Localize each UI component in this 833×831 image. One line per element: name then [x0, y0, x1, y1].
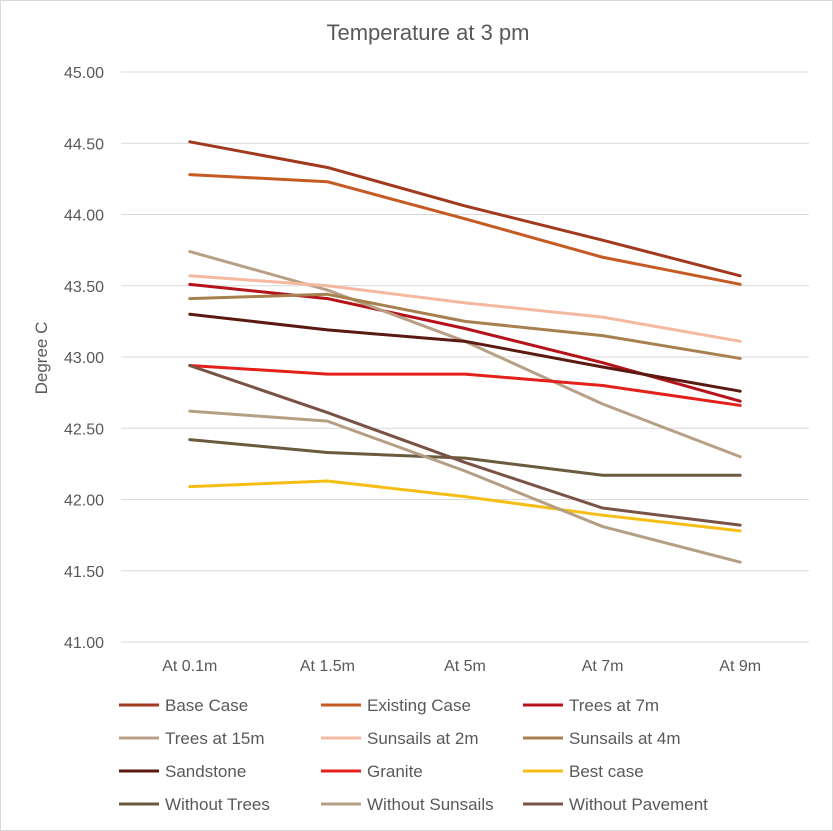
y-tick-label: 43.50: [64, 279, 104, 296]
y-tick-label: 44.50: [64, 136, 104, 153]
legend-label: Granite: [367, 762, 423, 781]
x-tick-label: At 1.5m: [300, 658, 355, 675]
series-line-without-trees: [188, 438, 742, 477]
series-line-granite: [188, 364, 742, 407]
y-tick-label: 45.00: [64, 65, 104, 82]
legend-item: Sandstone: [119, 762, 246, 781]
legend-item: Granite: [321, 762, 423, 781]
legend-label: Sunsails at 2m: [367, 729, 479, 748]
legend-item: Trees at 7m: [523, 696, 659, 715]
y-tick-label: 44.00: [64, 208, 104, 225]
x-tick-label: At 9m: [719, 658, 761, 675]
y-tick-label: 42.50: [64, 421, 104, 438]
series-line-sunsails-at-2m: [188, 274, 742, 343]
y-tick-label: 41.00: [64, 635, 104, 652]
legend-label: Without Sunsails: [367, 795, 494, 814]
series-lines: [188, 140, 742, 564]
legend-item: Base Case: [119, 696, 248, 715]
chart-title: Temperature at 3 pm: [327, 20, 530, 45]
y-tick-label: 43.00: [64, 350, 104, 367]
gridlines: [121, 71, 809, 643]
legend-label: Existing Case: [367, 696, 471, 715]
legend-label: Sandstone: [165, 762, 246, 781]
series-line-existing-case: [188, 173, 742, 286]
legend-item: Trees at 15m: [119, 729, 265, 748]
legend-item: Best case: [523, 762, 644, 781]
legend-label: Best case: [569, 762, 644, 781]
series-line-without-pavement: [188, 364, 742, 527]
series-line-base-case: [188, 140, 742, 278]
y-tick-label: 41.50: [64, 564, 104, 581]
series-line-sandstone: [188, 312, 742, 393]
legend-item: Without Trees: [119, 795, 270, 814]
legend-item: Existing Case: [321, 696, 471, 715]
x-tick-label: At 5m: [444, 658, 486, 675]
series-line-best-case: [188, 479, 742, 533]
series-line-sunsails-at-4m: [188, 292, 742, 360]
legend-item: Sunsails at 2m: [321, 729, 479, 748]
y-axis-ticks: 41.00 41.50 42.00 42.50 43.00 43.50 44.00 44.50…: [64, 65, 104, 652]
x-tick-label: At 7m: [582, 658, 624, 675]
y-axis-title: Degree C: [32, 322, 51, 395]
legend-label: Base Case: [165, 696, 248, 715]
legend-label: Trees at 15m: [165, 729, 265, 748]
y-tick-label: 42.00: [64, 493, 104, 510]
legend-item: Without Pavement: [523, 795, 708, 814]
legend-label: Sunsails at 4m: [569, 729, 681, 748]
legend: Base Case Existing Case Trees at 7m Trees a…: [119, 696, 708, 814]
x-axis-ticks: At 0.1m At 1.5m At 5m At 7m At 9m: [162, 658, 761, 675]
legend-item: Sunsails at 4m: [523, 729, 681, 748]
x-tick-label: At 0.1m: [162, 658, 217, 675]
legend-label: Without Trees: [165, 795, 270, 814]
series-line-without-sunsails: [188, 409, 742, 564]
legend-label: Without Pavement: [569, 795, 708, 814]
legend-label: Trees at 7m: [569, 696, 659, 715]
legend-item: Without Sunsails: [321, 795, 494, 814]
